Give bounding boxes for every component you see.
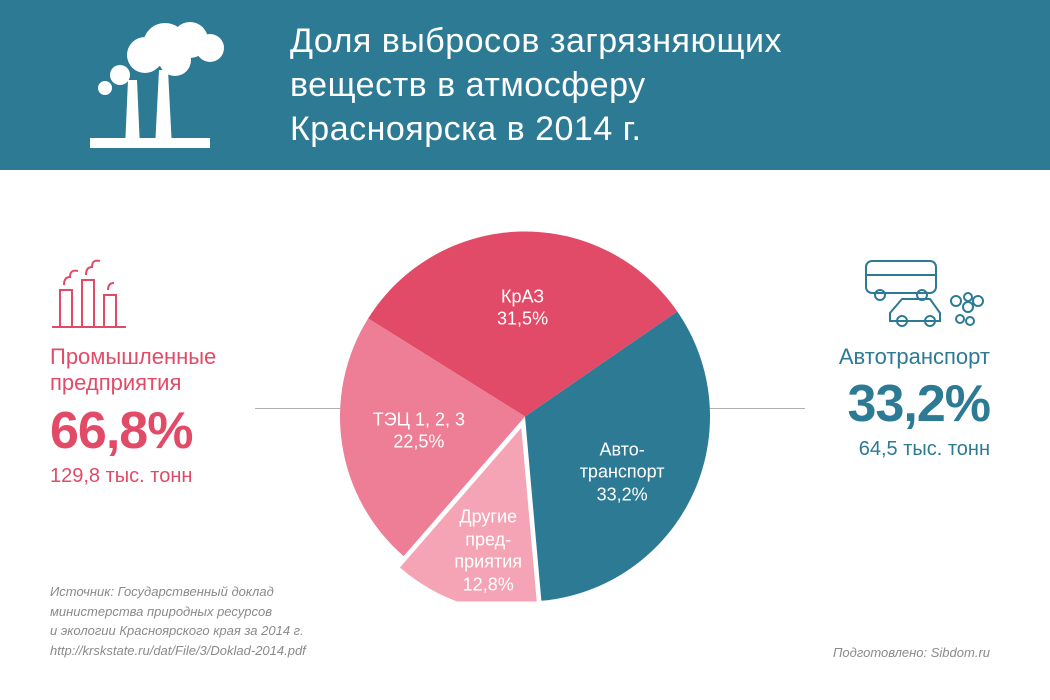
header-bar: Доля выбросов загрязняющих веществ в атм… <box>0 0 1050 170</box>
factory-icon <box>30 20 250 150</box>
vehicles-icon <box>860 255 990 330</box>
industrial-label: Промышленные предприятия <box>50 344 300 397</box>
pie-slice-label: Другие пред- приятия 12,8% <box>428 506 548 596</box>
industrial-sub: 129,8 тыс. тонн <box>50 465 300 488</box>
pie-slice-label: ТЭЦ 1, 2, 3 22,5% <box>359 408 479 453</box>
transport-label: Автотранспорт <box>760 344 990 370</box>
credit-note: Подготовлено: Sibdom.ru <box>833 645 990 660</box>
page-title: Доля выбросов загрязняющих веществ в атм… <box>290 19 782 152</box>
transport-block: Автотранспорт 33,2% 64,5 тыс. тонн <box>760 255 990 461</box>
smokestacks-icon <box>50 255 130 330</box>
industrial-block: Промышленные предприятия 66,8% 129,8 тыс… <box>50 255 300 488</box>
industrial-percent: 66,8% <box>50 401 300 461</box>
pie-slice-label: Авто- транспорт 33,2% <box>562 438 682 506</box>
transport-sub: 64,5 тыс. тонн <box>760 438 990 461</box>
transport-percent: 33,2% <box>760 374 990 434</box>
source-note: Источник: Государственный доклад министе… <box>50 582 306 660</box>
pie-chart: КрАЗ 31,5% Авто- транспорт 33,2%Другие пр… <box>340 232 710 602</box>
chart-area: Промышленные предприятия 66,8% 129,8 тыс… <box>0 170 1050 700</box>
pie-slice-label: КрАЗ 31,5% <box>463 285 583 330</box>
